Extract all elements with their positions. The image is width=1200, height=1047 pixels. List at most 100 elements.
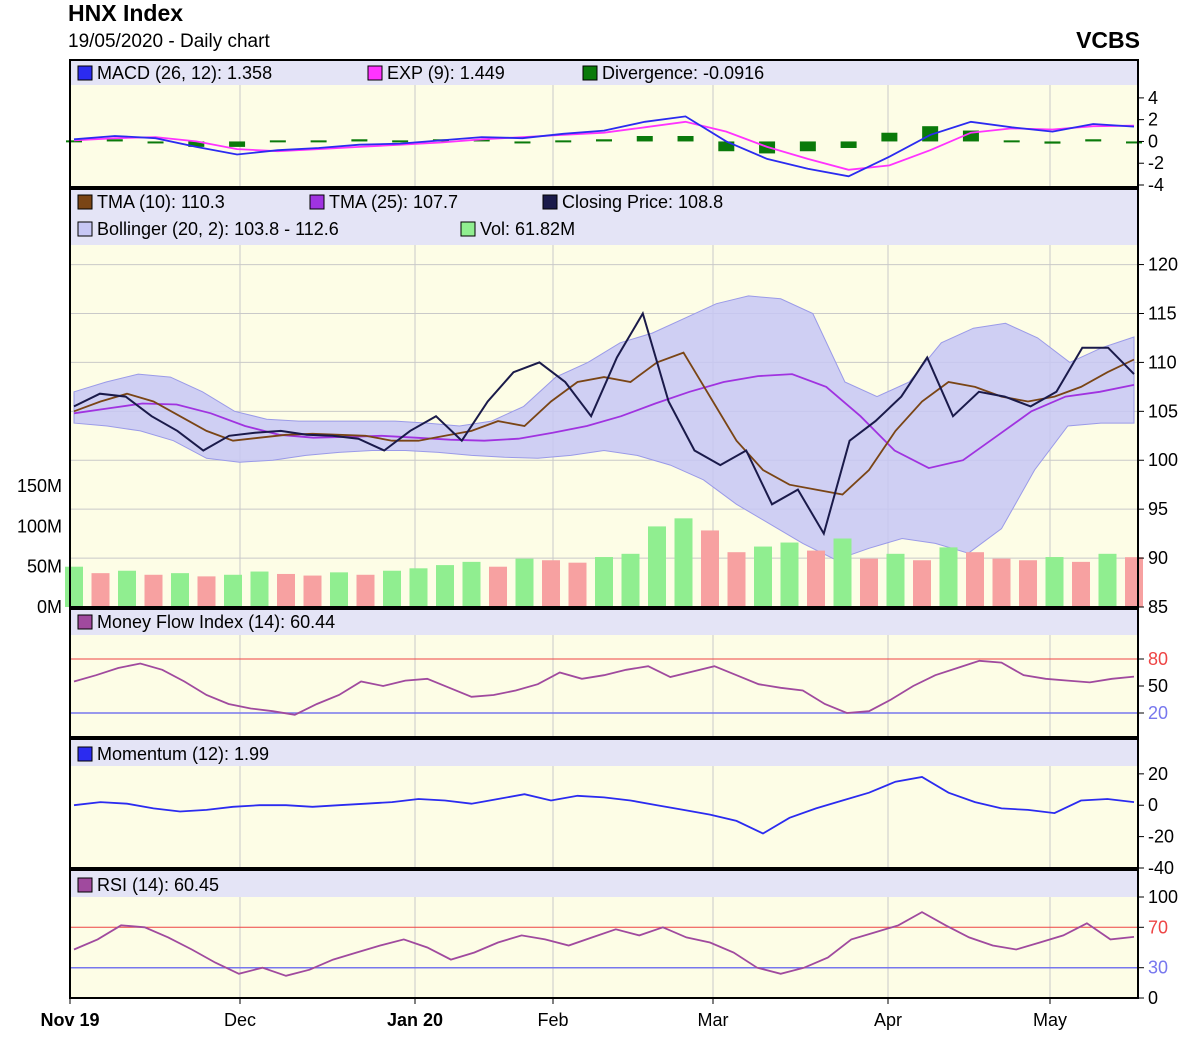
- y-tick-label: -40: [1148, 858, 1174, 878]
- y-tick-label: 50: [1148, 676, 1168, 696]
- volume-bar: [621, 553, 640, 607]
- volume-bar: [277, 573, 295, 607]
- y-tick-label: 80: [1148, 649, 1168, 669]
- volume-bar: [542, 560, 560, 607]
- macd-line: [73, 115, 1135, 178]
- divergence-bar: [1085, 139, 1102, 142]
- x-axis-label: Apr: [874, 1010, 902, 1030]
- volume-bar: [356, 574, 375, 607]
- rsi-line: [73, 911, 1135, 977]
- chart-title: HNX Index: [68, 0, 184, 26]
- volume-bar: [91, 573, 110, 607]
- y-tick-label: 95: [1148, 499, 1168, 519]
- blue-square-icon: [77, 746, 93, 762]
- divergence-bar: [1044, 141, 1061, 144]
- volume-bar: [701, 530, 719, 607]
- divergence-bar: [636, 136, 653, 142]
- volume-bar: [674, 518, 693, 607]
- volume-bar: [727, 552, 746, 607]
- mfi-line: [73, 659, 1135, 716]
- divergence-bar: [229, 141, 246, 147]
- bollinger-band: [73, 295, 1135, 561]
- divergence-bar: [596, 139, 612, 142]
- legend-label: RSI (14): 60.45: [97, 875, 219, 895]
- volume-bar: [1125, 557, 1143, 607]
- legend-label: EXP (9): 1.449: [387, 63, 505, 83]
- volume-bar: [595, 557, 613, 607]
- y-tick-label: 0: [1148, 795, 1158, 815]
- divergence-bar: [840, 141, 857, 148]
- legend-band: [70, 60, 1138, 85]
- brand-logo-text: VCBS: [1076, 27, 1140, 53]
- legend-label: Momentum (12): 1.99: [97, 744, 269, 764]
- divergence-bar: [473, 139, 490, 142]
- navy-square-icon: [542, 194, 558, 210]
- volume-bar: [515, 558, 534, 607]
- volume-axis-label: 0M: [37, 597, 62, 617]
- brown-square-icon: [77, 194, 93, 210]
- y-tick-label: 90: [1148, 548, 1168, 568]
- legend-label: Bollinger (20, 2): 103.8 - 112.6: [97, 219, 339, 239]
- magenta-square-icon: [367, 65, 383, 81]
- volume-bar: [992, 558, 1011, 607]
- divergence-bar: [66, 140, 82, 143]
- green-square-icon: [582, 65, 598, 81]
- panel-frame: [69, 738, 1139, 869]
- volume-axis-label: 100M: [17, 516, 62, 536]
- y-tick-label: 70: [1148, 917, 1168, 937]
- volume-bar: [436, 565, 454, 607]
- x-axis-label: Mar: [698, 1010, 729, 1030]
- y-tick-label: 100: [1148, 887, 1178, 907]
- y-tick-label: 0: [1148, 988, 1158, 1008]
- volume-bar: [780, 542, 799, 607]
- volume-bar: [250, 571, 269, 607]
- volume-bar: [886, 553, 905, 607]
- y-tick-label: 0: [1148, 131, 1158, 151]
- legend-label: TMA (10): 110.3: [97, 192, 225, 212]
- volume-bar: [807, 550, 825, 607]
- y-tick-label: 20: [1148, 764, 1168, 784]
- volume-bar: [462, 561, 481, 607]
- tma10-line: [73, 351, 1135, 496]
- closing-price-line: [73, 311, 1135, 537]
- volume-bar: [197, 576, 216, 607]
- panel-frame: [69, 188, 1139, 608]
- volume-bar: [144, 574, 163, 607]
- y-tick-label: 100: [1148, 450, 1178, 470]
- y-tick-label: 2: [1148, 110, 1158, 130]
- legend-band: [70, 609, 1138, 635]
- volume-bar: [1045, 557, 1064, 607]
- volume-bar: [913, 560, 931, 607]
- purple-square-icon: [77, 614, 93, 630]
- volume-bar: [966, 552, 984, 607]
- volume-bar: [1098, 553, 1117, 607]
- volume-bar: [489, 566, 507, 607]
- panel-frame: [69, 869, 1139, 999]
- lavender-square-icon: [77, 221, 93, 237]
- tma25-line: [73, 373, 1135, 470]
- volume-bar: [939, 547, 958, 607]
- panel-frame: [69, 608, 1139, 738]
- divergence-bar: [351, 139, 368, 142]
- y-tick-label: -4: [1148, 175, 1164, 195]
- y-tick-label: 115: [1148, 303, 1177, 323]
- momentum-line: [73, 776, 1135, 835]
- purple-square-icon: [77, 877, 93, 893]
- legend-label: Divergence: -0.0916: [602, 63, 764, 83]
- volume-bar: [648, 526, 666, 607]
- divergence-bar: [147, 141, 164, 144]
- volume-axis-label: 50M: [27, 557, 62, 577]
- volume-bar: [330, 572, 348, 607]
- legend-band: [70, 189, 1138, 245]
- volume-axis-label: 150M: [17, 476, 62, 496]
- volume-bar: [224, 574, 242, 607]
- legend-band: [70, 870, 1138, 897]
- legend-label: TMA (25): 107.7: [329, 192, 458, 212]
- x-axis-label: May: [1033, 1010, 1067, 1030]
- y-tick-label: -2: [1148, 153, 1164, 173]
- divergence-bar: [881, 132, 898, 142]
- y-tick-label: 110: [1148, 352, 1177, 372]
- volume-bar: [860, 558, 878, 607]
- divergence-bar: [1003, 140, 1020, 143]
